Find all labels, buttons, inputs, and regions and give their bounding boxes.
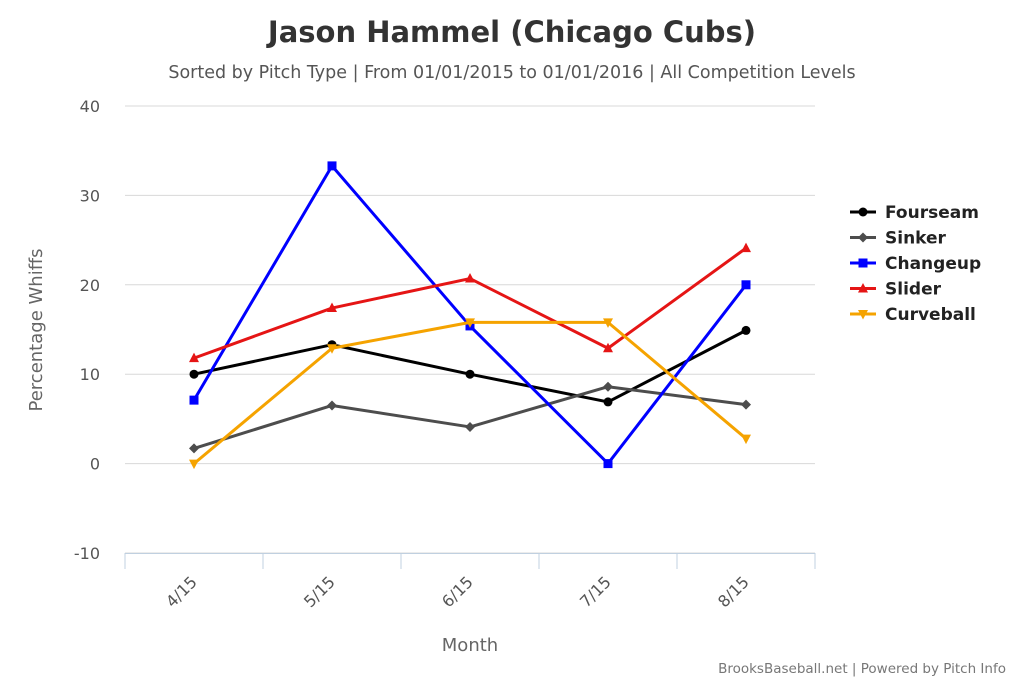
- legend-label: Curveball: [885, 305, 976, 325]
- x-axis: 4/15 5/15 6/15 7/15 8/15: [124, 553, 816, 611]
- credits[interactable]: BrooksBaseball.net | Powered by Pitch In…: [718, 661, 1006, 677]
- data-point[interactable]: [603, 397, 613, 407]
- data-point[interactable]: [465, 421, 475, 432]
- legend-item-slider[interactable]: Slider: [850, 280, 942, 300]
- y-tick-label: 10: [80, 365, 100, 384]
- y-tick-label: 40: [80, 97, 100, 116]
- data-point[interactable]: [189, 459, 199, 470]
- y-tick-label: 20: [80, 276, 100, 295]
- legend: Fourseam Sinker Changeup Slider Curveball: [850, 203, 981, 325]
- data-point[interactable]: [465, 318, 475, 328]
- data-point[interactable]: [189, 443, 199, 454]
- legend-label: Fourseam: [885, 203, 979, 223]
- data-point[interactable]: [189, 395, 199, 405]
- legend-item-changeup[interactable]: Changeup: [850, 254, 981, 274]
- y-axis-ticks: -10 0 10 20 30 40: [74, 97, 100, 563]
- data-point[interactable]: [327, 302, 337, 313]
- x-tick-label: 5/15: [300, 572, 339, 611]
- x-tick-label: 6/15: [438, 572, 477, 611]
- series-curveball: [189, 318, 751, 470]
- y-tick-label: 0: [90, 455, 100, 474]
- data-point[interactable]: [741, 399, 751, 410]
- data-point[interactable]: [603, 381, 613, 392]
- y-tick-label: 30: [80, 186, 100, 205]
- legend-label: Changeup: [885, 254, 981, 274]
- data-point[interactable]: [603, 318, 613, 328]
- series-fourseam: [189, 325, 751, 407]
- data-point[interactable]: [741, 434, 751, 445]
- series-sinker: [189, 381, 751, 454]
- legend-marker[interactable]: [858, 310, 868, 320]
- data-point[interactable]: [465, 273, 475, 283]
- data-point[interactable]: [327, 344, 337, 354]
- legend-label: Sinker: [885, 229, 947, 249]
- y-axis-title: Percentage Whiffs: [26, 249, 47, 412]
- series-line: [192, 246, 748, 360]
- data-point[interactable]: [741, 242, 751, 253]
- data-point[interactable]: [189, 352, 199, 363]
- data-point[interactable]: [327, 400, 337, 411]
- data-point[interactable]: [465, 369, 475, 379]
- x-tick-label: 8/15: [714, 572, 753, 611]
- legend-label: Slider: [885, 280, 942, 300]
- series-group: [189, 161, 751, 470]
- data-point[interactable]: [603, 459, 613, 469]
- legend-item-curveball[interactable]: Curveball: [850, 305, 976, 325]
- data-point[interactable]: [603, 342, 613, 353]
- legend-item-sinker[interactable]: Sinker: [850, 229, 947, 249]
- data-point[interactable]: [741, 325, 751, 335]
- chart-title: Jason Hammel (Chicago Cubs): [266, 15, 756, 49]
- legend-marker[interactable]: [858, 283, 868, 293]
- data-point[interactable]: [327, 161, 337, 171]
- data-point[interactable]: [189, 369, 199, 379]
- legend-marker[interactable]: [858, 232, 868, 243]
- legend-marker[interactable]: [858, 207, 868, 217]
- legend-marker[interactable]: [858, 258, 868, 268]
- data-point[interactable]: [741, 280, 751, 290]
- series-slider: [189, 242, 751, 363]
- x-tick-label: 4/15: [162, 572, 201, 611]
- chart-subtitle: Sorted by Pitch Type | From 01/01/2015 t…: [168, 63, 855, 83]
- x-tick-label: 7/15: [576, 572, 615, 611]
- y-tick-label: -10: [74, 544, 100, 563]
- x-axis-title: Month: [442, 635, 498, 656]
- legend-item-fourseam[interactable]: Fourseam: [850, 203, 979, 223]
- series-line: [192, 164, 748, 466]
